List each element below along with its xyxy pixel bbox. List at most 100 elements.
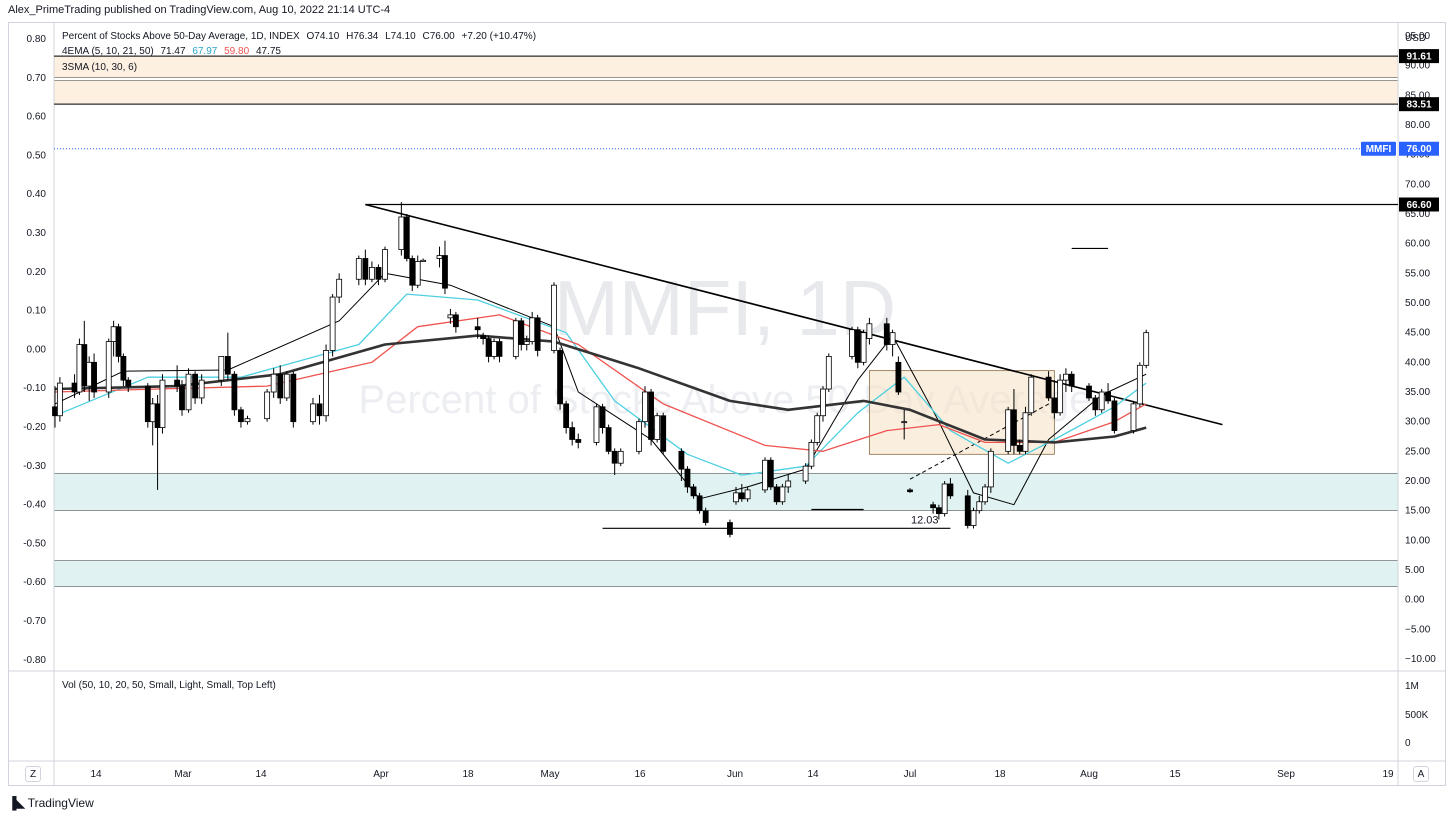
candle xyxy=(264,389,271,422)
volume-legend[interactable]: Vol (50, 10, 20, 50, Small, Light, Small… xyxy=(62,680,280,691)
candle-body xyxy=(105,341,112,393)
candle xyxy=(375,264,382,286)
candle xyxy=(174,365,181,392)
candle xyxy=(224,332,231,381)
candle-body xyxy=(1005,409,1012,452)
candle-body xyxy=(599,406,606,429)
tradingview-logo-icon: ▐◣ xyxy=(8,796,25,810)
candle xyxy=(1005,406,1012,455)
candle xyxy=(684,466,691,493)
candle xyxy=(773,483,780,505)
candle xyxy=(81,320,88,392)
time-axis-tick: Mar xyxy=(174,769,192,780)
candle xyxy=(941,481,948,517)
sma-legend[interactable]: 3SMA (10, 30, 6) xyxy=(62,62,141,73)
candle xyxy=(518,317,525,351)
candle xyxy=(1022,406,1029,455)
candle-body xyxy=(820,388,826,417)
close-value: C76.00 xyxy=(422,31,455,42)
right-axis-tick: 10.00 xyxy=(1405,535,1430,546)
candle-body xyxy=(611,450,618,464)
candle xyxy=(569,421,576,446)
left-axis-tick: -0.30 xyxy=(23,461,46,472)
candle xyxy=(71,374,78,398)
price-tag: 66.60 xyxy=(1406,200,1431,211)
ema-legend[interactable]: 4EMA (5, 10, 21, 50) 71.47 67.97 59.80 4… xyxy=(62,46,285,57)
candle-body xyxy=(1143,332,1150,366)
candle xyxy=(593,403,600,446)
candle-body xyxy=(1063,373,1069,381)
candle-body xyxy=(409,258,416,286)
candle xyxy=(452,311,459,333)
candle-body xyxy=(224,355,231,375)
candle xyxy=(534,314,541,357)
right-axis-tick: 70.00 xyxy=(1405,179,1430,190)
volume-axis-tick: 0 xyxy=(1405,738,1411,749)
candle-body xyxy=(738,492,745,500)
candle-body xyxy=(802,465,809,482)
candle xyxy=(825,353,832,392)
left-axis-tick: 0.80 xyxy=(27,34,47,45)
left-axis-tick: -0.60 xyxy=(23,577,46,588)
candle xyxy=(1016,439,1023,455)
zoom-toggle-button[interactable]: Z xyxy=(25,766,41,782)
axes: 0.80 0.70 0.60 0.50 0.40 0.30 0.20 0.10 0.00 -0.1… xyxy=(23,31,1436,780)
auto-scale-button[interactable]: A xyxy=(1413,766,1429,782)
candle xyxy=(159,374,166,434)
panel-dividers xyxy=(8,22,1446,786)
price-tag: 91.61 xyxy=(1406,52,1431,63)
candle xyxy=(474,317,481,339)
time-axis-tick: Sep xyxy=(1277,769,1295,780)
candle xyxy=(982,483,988,505)
candle xyxy=(323,344,329,422)
symbol-tag-bg xyxy=(1361,141,1396,156)
candle xyxy=(1057,374,1064,416)
candle-body xyxy=(1028,376,1035,414)
left-axis-tick: 0.30 xyxy=(27,228,47,239)
candle-body xyxy=(447,314,454,319)
candle xyxy=(76,338,83,395)
candle-body xyxy=(179,385,185,411)
candle-body xyxy=(336,278,343,298)
candle-body xyxy=(523,341,530,345)
right-axis-tick: 90.00 xyxy=(1405,61,1430,72)
time-axis-tick: Jun xyxy=(727,769,743,780)
candle xyxy=(930,501,936,514)
candle xyxy=(316,394,323,425)
candle-body xyxy=(71,382,78,393)
candle-body xyxy=(76,344,83,393)
candle xyxy=(105,338,112,398)
candle-body xyxy=(369,266,375,280)
candle xyxy=(192,371,198,404)
time-axis-tick: 19 xyxy=(1382,769,1394,780)
left-axis-tick: 0.60 xyxy=(27,112,47,123)
candle-body xyxy=(329,296,336,351)
candle-body xyxy=(1068,373,1075,387)
zone-orange xyxy=(53,80,1399,105)
candle xyxy=(414,255,421,289)
candle-body xyxy=(198,379,205,399)
candle-body xyxy=(947,483,954,497)
change-value: +7.20 (+10.47%) xyxy=(461,31,537,42)
left-axis-tick: -0.70 xyxy=(23,616,46,627)
candle xyxy=(238,406,244,428)
main-series-legend[interactable]: Percent of Stocks Above 50-Day Average, … xyxy=(62,31,540,42)
candle xyxy=(523,335,530,351)
candle-body xyxy=(452,314,459,328)
candle xyxy=(1111,397,1118,434)
time-axis-tick: May xyxy=(541,769,560,780)
price-tag-bg xyxy=(1399,97,1439,112)
candle-body xyxy=(91,361,97,393)
candle xyxy=(310,397,316,425)
candle-body xyxy=(678,450,685,470)
candle-body xyxy=(767,459,774,488)
candle-body xyxy=(403,216,410,259)
candle-body xyxy=(375,266,382,280)
candle-body xyxy=(81,344,88,387)
candle xyxy=(854,326,861,369)
tradingview-footer: ▐◣ TradingView xyxy=(8,796,94,810)
candle-body xyxy=(1011,409,1017,446)
candle xyxy=(336,273,343,303)
time-axis-tick: Jul xyxy=(904,769,917,780)
